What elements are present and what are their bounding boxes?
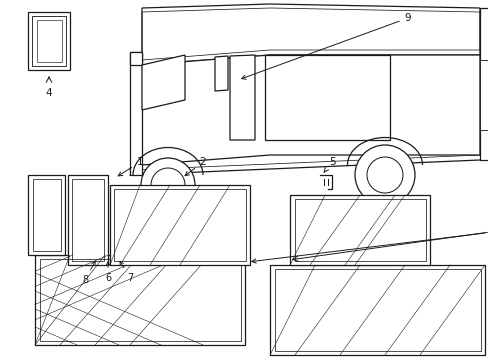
Polygon shape [479,8,488,160]
Polygon shape [110,185,249,265]
Text: 6: 6 [105,262,111,283]
Polygon shape [130,52,142,65]
Text: 9: 9 [241,13,410,79]
Polygon shape [269,265,484,355]
Polygon shape [32,16,66,66]
Polygon shape [229,55,254,140]
Polygon shape [68,175,108,265]
Polygon shape [142,55,184,110]
Circle shape [141,158,195,212]
Polygon shape [35,255,244,345]
Circle shape [354,145,414,205]
Polygon shape [142,55,479,165]
Text: 5: 5 [324,157,335,172]
Circle shape [366,157,402,193]
Text: 4: 4 [45,88,52,98]
Text: 2: 2 [184,157,206,176]
Polygon shape [264,55,389,140]
Text: 7: 7 [120,261,133,283]
Text: 8: 8 [82,261,95,285]
Polygon shape [215,56,227,91]
Polygon shape [289,195,429,265]
Circle shape [151,168,184,202]
Polygon shape [479,60,488,130]
Text: 1: 1 [118,157,143,176]
Text: 3: 3 [251,227,488,263]
Polygon shape [142,4,479,65]
Polygon shape [28,175,65,255]
Polygon shape [37,20,62,62]
Polygon shape [28,12,70,70]
Polygon shape [130,52,142,175]
